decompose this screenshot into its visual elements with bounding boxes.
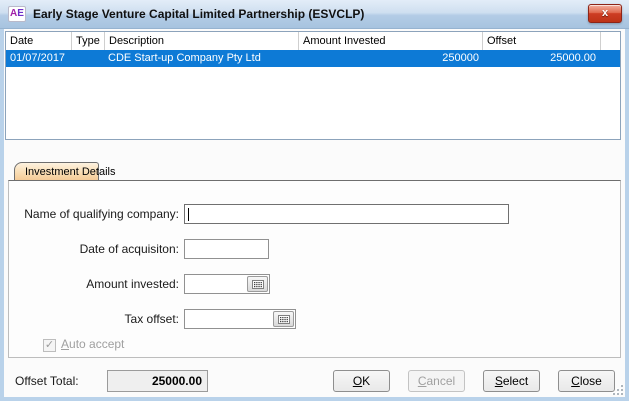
- row-cell-offset: 25000.00: [550, 52, 596, 64]
- text-caret: [188, 208, 189, 221]
- column-header-amount-invested[interactable]: Amount Invested: [298, 32, 482, 50]
- grid-row-selected[interactable]: 01/07/2017 CDE Start-up Company Pty Ltd …: [6, 50, 620, 67]
- amount-invested-calculator-button[interactable]: [247, 276, 268, 292]
- checkbox-check-icon: ✓: [44, 339, 55, 351]
- dialog-client-area: Date Type Description Amount Invested Of…: [4, 29, 625, 397]
- tab-investment-details[interactable]: Investment Details: [14, 162, 115, 180]
- close-dialog-button[interactable]: Close: [558, 370, 615, 392]
- column-header-date[interactable]: Date: [10, 35, 34, 47]
- ae-app-icon: AE: [8, 6, 26, 22]
- row-cell-type: [71, 50, 104, 67]
- cancel-button: Cancel: [408, 370, 465, 392]
- name-of-qualifying-company-input[interactable]: [184, 204, 509, 224]
- close-icon: x: [601, 7, 609, 19]
- column-header-filler: [600, 32, 620, 50]
- date-of-acquisition-label: Date of acquisiton:: [79, 242, 179, 256]
- amount-invested-field: [184, 274, 270, 294]
- select-button[interactable]: Select: [483, 370, 540, 392]
- amount-invested-label: Amount invested:: [86, 277, 179, 291]
- close-button[interactable]: x: [588, 4, 622, 23]
- ok-button[interactable]: OK: [333, 370, 390, 392]
- column-header-description[interactable]: Description: [104, 32, 298, 50]
- tab-label: Investment Details: [25, 166, 116, 178]
- ae-icon-letter-e: E: [17, 8, 24, 19]
- tax-offset-input[interactable]: [185, 310, 295, 328]
- row-cell-filler: [600, 50, 620, 67]
- name-of-qualifying-company-label: Name of qualifying company:: [24, 207, 179, 221]
- window-title: Early Stage Venture Capital Limited Part…: [33, 7, 365, 21]
- calculator-icon: [277, 314, 290, 324]
- column-header-offset[interactable]: Offset: [482, 32, 600, 50]
- offset-total-label: Offset Total:: [15, 374, 79, 388]
- grid-header-row: Date Type Description Amount Invested Of…: [6, 32, 620, 50]
- tax-offset-label: Tax offset:: [124, 312, 179, 326]
- investment-details-panel: Name of qualifying company: Date of acqu…: [8, 180, 621, 358]
- investments-grid: Date Type Description Amount Invested Of…: [5, 31, 621, 140]
- calculator-icon: [251, 279, 264, 289]
- tax-offset-calculator-button[interactable]: [273, 311, 294, 327]
- tax-offset-field: [184, 309, 296, 329]
- offset-total-field: 25000.00: [107, 370, 208, 392]
- row-cell-date: 01/07/2017: [10, 52, 66, 64]
- resize-grip[interactable]: [613, 385, 624, 396]
- row-cell-amount-invested: 250000: [442, 52, 479, 64]
- auto-accept-checkbox: ✓: [43, 339, 56, 352]
- column-header-type[interactable]: Type: [71, 32, 104, 50]
- row-cell-description: CDE Start-up Company Pty Ltd: [108, 52, 261, 64]
- title-bar: AE Early Stage Venture Capital Limited P…: [0, 0, 629, 29]
- ae-icon-letter-a: A: [10, 8, 18, 19]
- date-of-acquisition-input[interactable]: [184, 239, 269, 259]
- auto-accept-label: Auto accept: [61, 337, 125, 351]
